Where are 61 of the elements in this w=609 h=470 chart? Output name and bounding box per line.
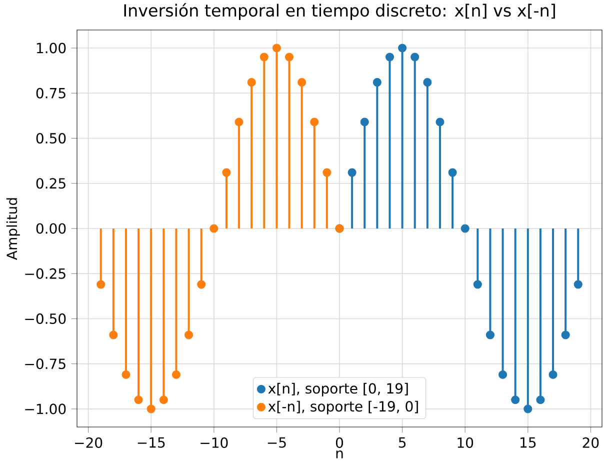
- point: [310, 118, 319, 126]
- point: [436, 118, 444, 126]
- point: [284, 52, 294, 62]
- x-tick-label: 0: [336, 437, 344, 448]
- point: [372, 78, 382, 87]
- y-tick-label: 0.50: [36, 132, 66, 144]
- x-axis-title: n: [336, 450, 343, 458]
- point: [134, 396, 143, 404]
- point: [511, 396, 520, 404]
- y-tick-label: −0.25: [25, 268, 66, 279]
- x-tick-label: 5: [398, 437, 406, 448]
- y-tick-label: 0.75: [36, 88, 66, 98]
- y-tick-label: 0.00: [36, 223, 66, 234]
- point: [498, 370, 508, 379]
- point: [360, 118, 369, 126]
- point: [398, 44, 407, 52]
- y-tick-label: −1.00: [25, 404, 66, 414]
- point: [109, 330, 118, 340]
- point: [322, 168, 332, 177]
- legend-label: x[-n], soporte [-19, 0]: [268, 400, 418, 414]
- x-tick-label: 20: [582, 437, 599, 448]
- x-tick-label: 15: [520, 437, 536, 448]
- y-axis-title: Amplitud: [6, 198, 20, 260]
- point: [348, 168, 356, 177]
- point: [247, 78, 256, 87]
- x-tick-label: −20: [75, 437, 102, 448]
- point: [96, 280, 106, 289]
- y-tick-label: −0.75: [25, 358, 66, 370]
- point: [473, 280, 482, 289]
- x-tick-label: −10: [200, 437, 228, 448]
- point: [410, 52, 420, 62]
- point: [486, 330, 494, 340]
- point: [561, 330, 570, 340]
- point: [122, 370, 130, 379]
- y-tick-label: 1.00: [36, 42, 66, 54]
- point: [210, 224, 218, 233]
- x-tick-label: −5: [268, 437, 286, 448]
- point: [172, 370, 180, 379]
- point: [548, 370, 558, 379]
- point: [448, 168, 457, 177]
- point: [298, 78, 306, 87]
- point: [146, 404, 156, 414]
- point: [234, 118, 244, 126]
- x-tick-label: 10: [458, 437, 474, 448]
- point: [260, 52, 268, 62]
- point: [222, 168, 231, 177]
- y-tick-label: 0.25: [36, 178, 66, 189]
- point: [423, 78, 432, 87]
- point: [574, 280, 582, 289]
- point: [197, 280, 206, 289]
- legend-label: x[n], soporte [0, 19]: [268, 382, 408, 396]
- point: [385, 52, 394, 62]
- chart-title: Inversión temporal en tiempo discreto: x[n] vs x[-n]: [124, 3, 555, 20]
- point: [460, 224, 470, 233]
- point: [272, 44, 281, 52]
- point: [536, 396, 545, 404]
- point: [159, 396, 168, 404]
- x-tick-label: −15: [138, 437, 165, 448]
- point: [524, 404, 532, 414]
- y-tick-label: −0.50: [25, 313, 66, 324]
- point: [184, 330, 194, 340]
